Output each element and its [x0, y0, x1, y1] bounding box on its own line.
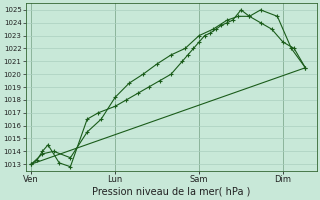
X-axis label: Pression niveau de la mer( hPa ): Pression niveau de la mer( hPa )	[92, 187, 250, 197]
